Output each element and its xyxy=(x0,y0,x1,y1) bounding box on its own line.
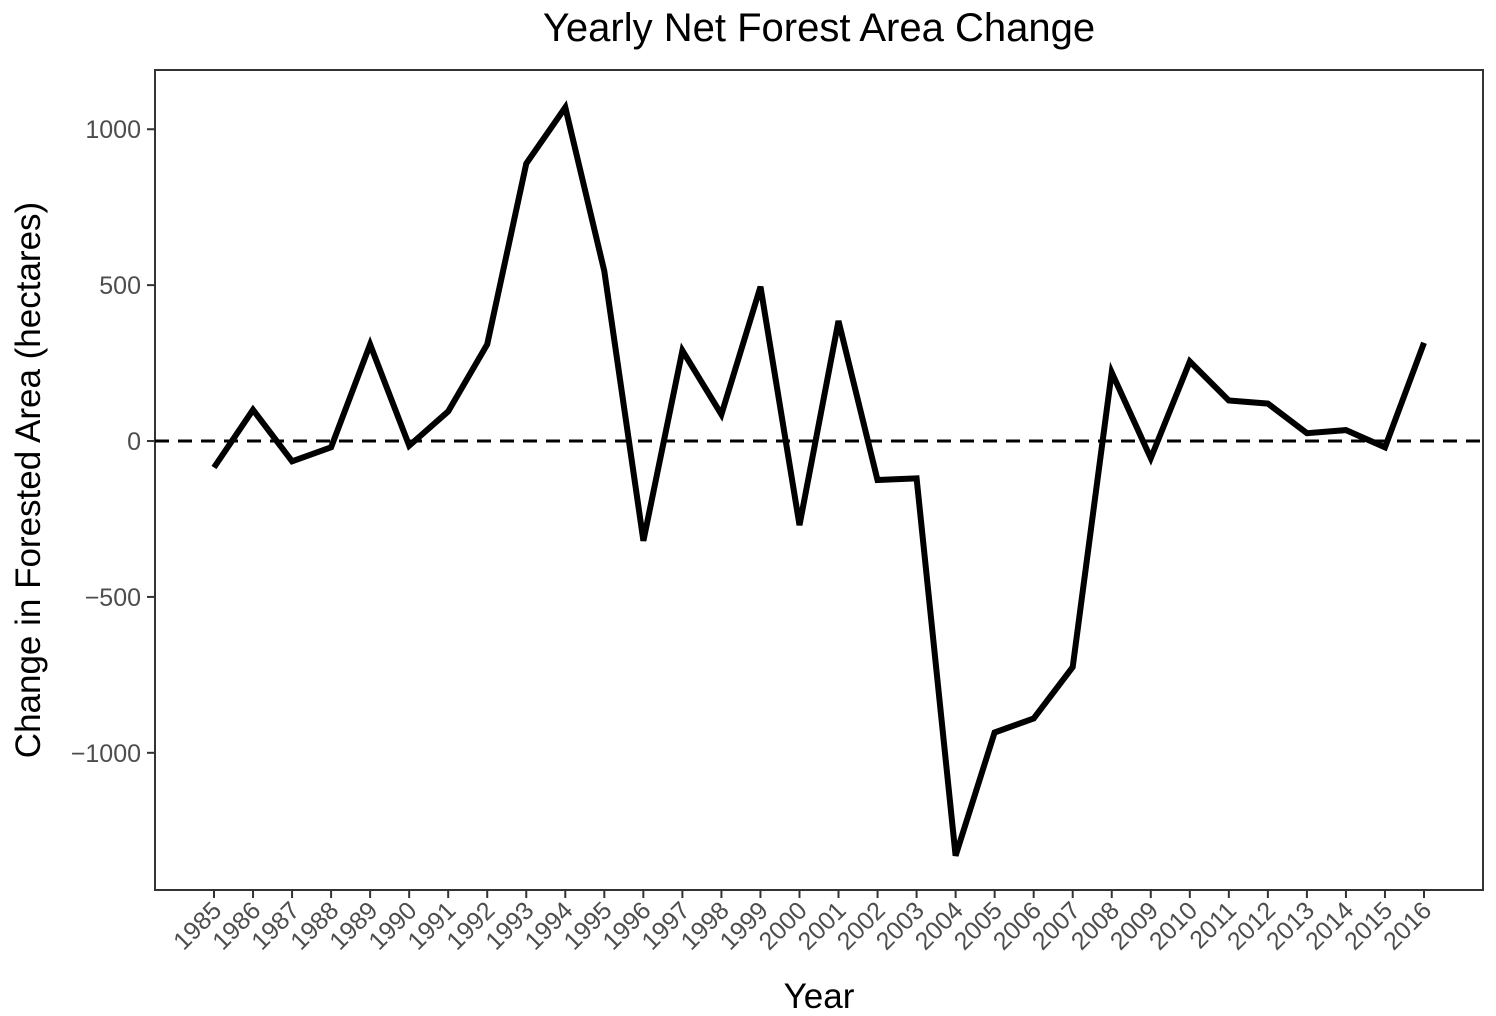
chart-title: Yearly Net Forest Area Change xyxy=(543,6,1095,50)
data-point-1997 xyxy=(679,348,685,354)
data-point-1994 xyxy=(562,104,568,110)
data-point-2001 xyxy=(836,318,842,324)
x-axis: 1985198619871988198919901991199219931994… xyxy=(168,890,1437,956)
y-tick-label: 500 xyxy=(99,272,141,300)
data-point-1987 xyxy=(289,458,295,464)
data-point-1991 xyxy=(445,408,451,414)
data-point-1996 xyxy=(640,538,646,544)
data-point-1986 xyxy=(250,407,256,413)
x-axis-title: Year xyxy=(784,977,855,1016)
data-point-2015 xyxy=(1382,444,1388,450)
data-point-1992 xyxy=(484,341,490,347)
data-point-2007 xyxy=(1070,664,1076,670)
data-point-1995 xyxy=(601,268,607,274)
data-point-2012 xyxy=(1265,401,1271,407)
data-point-1988 xyxy=(328,444,334,450)
data-point-2010 xyxy=(1187,359,1193,365)
data-point-2002 xyxy=(875,477,881,483)
data-point-2011 xyxy=(1226,397,1232,403)
series-line xyxy=(211,100,1427,857)
data-point-2005 xyxy=(992,730,998,736)
data-point-1990 xyxy=(406,443,412,449)
data-point-2004 xyxy=(953,853,959,859)
data-point-2003 xyxy=(914,475,920,481)
y-tick-label: −1000 xyxy=(71,740,141,768)
data-point-2016 xyxy=(1421,340,1427,346)
data-point-1999 xyxy=(757,284,763,290)
data-point-2009 xyxy=(1148,455,1154,461)
plot-panel xyxy=(154,69,1484,891)
data-point-2006 xyxy=(1031,716,1037,722)
data-point-2000 xyxy=(796,522,802,528)
data-point-2008 xyxy=(1109,369,1115,375)
data-point-1989 xyxy=(367,341,373,347)
data-point-2013 xyxy=(1304,430,1310,436)
y-axis-title: Change in Forested Area (hectares) xyxy=(9,202,48,758)
data-point-2014 xyxy=(1343,427,1349,433)
data-point-1998 xyxy=(718,412,724,418)
data-point-1993 xyxy=(523,161,529,167)
y-tick-label: 1000 xyxy=(85,116,141,144)
data-point-1985 xyxy=(211,465,217,471)
y-tick-label: 0 xyxy=(127,428,141,456)
y-tick-label: −500 xyxy=(85,584,141,612)
y-axis: −1000 −500 0 500 1000 xyxy=(71,116,155,768)
